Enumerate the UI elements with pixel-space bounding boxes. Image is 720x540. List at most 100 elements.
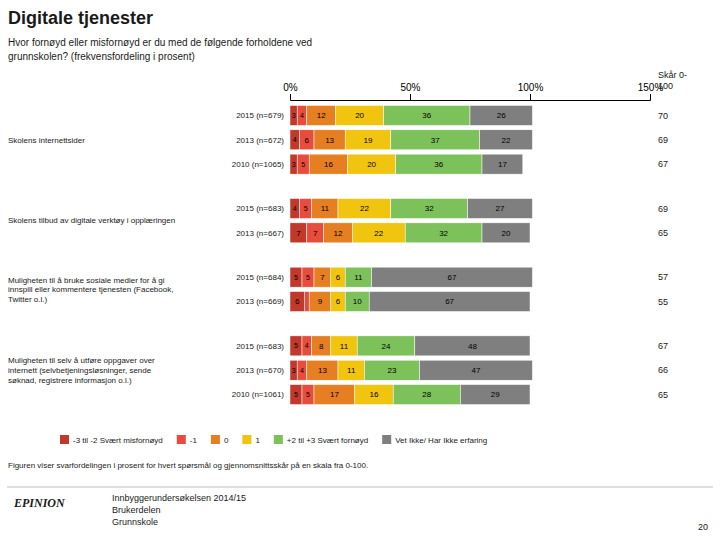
bar-segment bbox=[314, 130, 345, 150]
data-label: 5 bbox=[294, 391, 298, 398]
data-label: 47 bbox=[472, 366, 481, 375]
data-label: 4 bbox=[300, 112, 304, 119]
x-tick-mark bbox=[530, 94, 531, 100]
data-label: 9 bbox=[318, 297, 323, 306]
row-labels: 2015 (n=679)702013 (n=672)692010 (n=1065… bbox=[232, 111, 668, 400]
bar-segment bbox=[480, 130, 533, 150]
bar-segment bbox=[391, 198, 468, 218]
category-label: 2013 (n=670) bbox=[236, 366, 284, 375]
bar-segment bbox=[468, 198, 533, 218]
group-label: Skolens tilbud av digitale verktøy i opp… bbox=[8, 216, 175, 225]
data-label: 7 bbox=[296, 229, 301, 238]
data-label: 36 bbox=[434, 160, 443, 169]
bar-segment bbox=[324, 223, 353, 243]
x-tick-label: 50% bbox=[400, 82, 420, 93]
x-tick-mark bbox=[650, 94, 651, 100]
data-label: 5 bbox=[306, 391, 310, 398]
bar-segment bbox=[470, 105, 532, 125]
bar-segment bbox=[302, 267, 314, 287]
bar-segment bbox=[348, 154, 396, 174]
bar-segment bbox=[396, 154, 482, 174]
logo: EPINION bbox=[13, 496, 66, 510]
bars bbox=[290, 105, 532, 404]
data-label: 20 bbox=[367, 160, 376, 169]
bar-segment bbox=[345, 292, 369, 312]
bar-segment bbox=[297, 105, 307, 125]
data-label: 20 bbox=[502, 229, 511, 238]
bar-segment bbox=[290, 292, 304, 312]
data-label: 5 bbox=[304, 205, 308, 212]
group-label: Muligheten til selv å utføre oppgaver ov… bbox=[8, 356, 155, 384]
legend-swatch bbox=[382, 435, 391, 444]
bar-segment bbox=[290, 130, 300, 150]
bar-segment bbox=[372, 267, 533, 287]
data-label: 5 bbox=[306, 274, 310, 281]
category-label: 2010 (n=1061) bbox=[232, 390, 285, 399]
legend: -3 til -2 Svært misfornøyd-101+2 til +3 … bbox=[60, 435, 487, 445]
data-label: 37 bbox=[431, 136, 440, 145]
score-label: 65 bbox=[658, 228, 668, 238]
bar-segment bbox=[312, 336, 331, 356]
bar-segment bbox=[384, 105, 470, 125]
bar-segment bbox=[331, 336, 357, 356]
legend-item: -3 til -2 Svært misfornøyd bbox=[60, 435, 163, 445]
bar-segment bbox=[352, 223, 405, 243]
score-label: 67 bbox=[658, 159, 668, 169]
data-label: 6 bbox=[336, 297, 341, 306]
footnote: Figuren viser svarfordelingen i prosent … bbox=[8, 461, 368, 470]
data-label: 22 bbox=[502, 136, 511, 145]
data-label: 4 bbox=[305, 342, 309, 349]
bar-segment bbox=[405, 223, 482, 243]
data-label: 11 bbox=[340, 342, 349, 351]
bar-segment bbox=[297, 360, 307, 380]
category-label: 2013 (n=669) bbox=[236, 297, 284, 306]
bar-segment bbox=[290, 223, 307, 243]
x-tick-mark bbox=[410, 94, 411, 100]
score-label: 67 bbox=[658, 341, 668, 351]
data-label: 19 bbox=[364, 136, 373, 145]
footer-line: Grunnskole bbox=[112, 517, 158, 527]
bar-segment bbox=[290, 105, 297, 125]
data-label: 24 bbox=[382, 342, 391, 351]
bar-segment bbox=[290, 198, 300, 218]
data-label: 11 bbox=[354, 273, 363, 282]
data-label: 5 bbox=[294, 342, 298, 349]
legend-swatch bbox=[60, 435, 69, 444]
legend-item: +2 til +3 Svært fornøyd bbox=[274, 435, 368, 445]
data-label: 48 bbox=[468, 342, 477, 351]
score-label: 55 bbox=[658, 297, 668, 307]
data-label: 17 bbox=[330, 390, 339, 399]
group-labels: Skolens internettsiderSkolens tilbud av … bbox=[8, 136, 175, 385]
legend-swatch bbox=[242, 435, 251, 444]
x-tick-mark bbox=[290, 94, 291, 100]
data-label: 12 bbox=[317, 111, 326, 120]
bar-segment bbox=[415, 336, 530, 356]
data-labels: 3412203626461319372235162036174511223227… bbox=[292, 111, 511, 399]
data-label: 8 bbox=[319, 342, 324, 351]
bar-segment bbox=[302, 385, 314, 405]
bar-segment bbox=[364, 360, 419, 380]
category-label: 2013 (n=672) bbox=[236, 136, 284, 145]
bar-segment bbox=[309, 292, 331, 312]
page-number: 20 bbox=[698, 522, 708, 532]
bar-segment bbox=[309, 154, 347, 174]
data-label: 3 bbox=[292, 161, 296, 168]
data-label: 67 bbox=[448, 273, 457, 282]
legend-item: 0 bbox=[211, 435, 229, 445]
bar-segment bbox=[391, 130, 480, 150]
bar-segment bbox=[357, 336, 415, 356]
legend-label: Vet Ikke/ Har Ikke erfaring bbox=[395, 436, 487, 445]
bar-segment bbox=[338, 198, 391, 218]
legend-label: -3 til -2 Svært misfornøyd bbox=[73, 436, 163, 445]
legend-item: 1 bbox=[242, 435, 260, 445]
bar-segment bbox=[331, 292, 345, 312]
bar-segment bbox=[345, 267, 371, 287]
data-label: 20 bbox=[355, 111, 364, 120]
data-label: 16 bbox=[370, 390, 379, 399]
group-label: Muligheten til å bruke sosiale medier fo… bbox=[8, 276, 173, 304]
x-tick-label: 100% bbox=[518, 82, 544, 93]
data-label: 4 bbox=[293, 136, 297, 143]
score-header: Skår 0-100 bbox=[658, 70, 687, 91]
legend-label: +2 til +3 Svært fornøyd bbox=[287, 436, 368, 445]
legend-swatch bbox=[211, 435, 220, 444]
